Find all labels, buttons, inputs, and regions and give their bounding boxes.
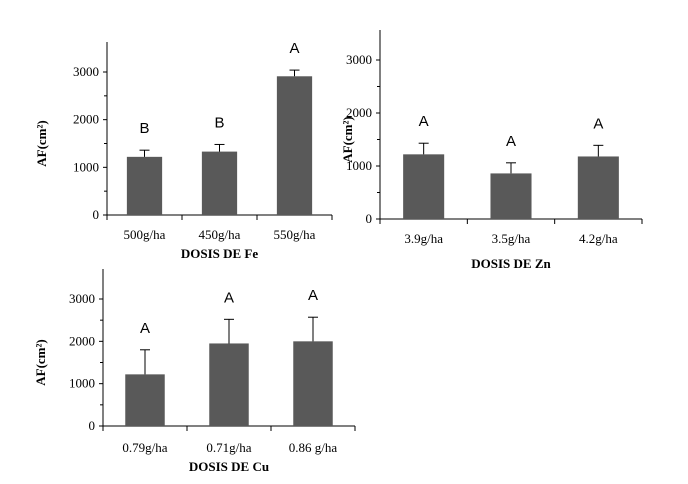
- y-tick-label: 2000: [73, 112, 99, 127]
- x-tick-label: 3.5g/ha: [492, 231, 531, 246]
- x-tick-label: 0.79g/ha: [122, 440, 167, 455]
- x-tick-label: 0.86 g/ha: [289, 440, 338, 455]
- y-tick-label: 3000: [73, 64, 99, 79]
- significance-label: A: [308, 287, 318, 304]
- significance-label: A: [593, 115, 603, 132]
- y-tick-label: 0: [89, 418, 96, 433]
- bar: [201, 151, 238, 215]
- x-tick-label: 3.9g/ha: [404, 231, 443, 246]
- significance-label: B: [139, 120, 149, 137]
- x-axis-title: DOSIS DE Fe: [181, 246, 259, 261]
- x-tick-label: 550g/ha: [274, 227, 316, 242]
- chart-panel-fe: 0 1000 2000 3000 B 500g/ha B 450g/ha A 550g/ha DOS…: [34, 40, 333, 261]
- bar: [490, 173, 532, 219]
- bar: [126, 156, 163, 215]
- chart-panel-zn: 0 1000 2000 3000 A 3.9g/ha A 3.5g/ha A 4.2g/ha DOS…: [340, 30, 643, 271]
- y-axis-title: AF(cm²): [340, 116, 355, 162]
- y-tick-label: 0: [366, 211, 373, 226]
- y-tick-label: 1000: [73, 159, 99, 174]
- bar: [403, 154, 445, 219]
- x-tick-label: 450g/ha: [199, 227, 241, 242]
- y-tick-label: 1000: [69, 376, 95, 391]
- y-tick-label: 3000: [346, 52, 372, 67]
- y-tick-label: 2000: [69, 333, 95, 348]
- significance-label: A: [506, 133, 516, 150]
- y-tick-label: 0: [93, 207, 100, 222]
- y-tick-label: 2000: [346, 105, 372, 120]
- chart-panel-cu: 0 1000 2000 3000 A 0.79g/ha A 0.71g/ha A 0.86 g/h…: [33, 269, 356, 474]
- significance-label: A: [419, 113, 429, 130]
- y-axis-title: AF(cm²): [33, 339, 48, 385]
- x-tick-label: 4.2g/ha: [579, 231, 618, 246]
- y-axis-title: AF(cm²): [34, 120, 49, 166]
- significance-label: A: [224, 289, 234, 306]
- x-axis-title: DOSIS DE Zn: [471, 256, 551, 271]
- significance-label: A: [289, 40, 299, 57]
- bar: [276, 76, 313, 215]
- y-tick-label: 3000: [69, 291, 95, 306]
- x-tick-label: 500g/ha: [124, 227, 166, 242]
- bar: [577, 156, 619, 219]
- bar: [293, 341, 333, 426]
- x-tick-label: 0.71g/ha: [206, 440, 251, 455]
- significance-label: A: [140, 320, 150, 337]
- y-tick-label: 1000: [346, 158, 372, 173]
- bar: [125, 374, 165, 426]
- bar: [209, 343, 249, 426]
- x-axis-title: DOSIS DE Cu: [189, 459, 269, 474]
- significance-label: B: [214, 114, 224, 131]
